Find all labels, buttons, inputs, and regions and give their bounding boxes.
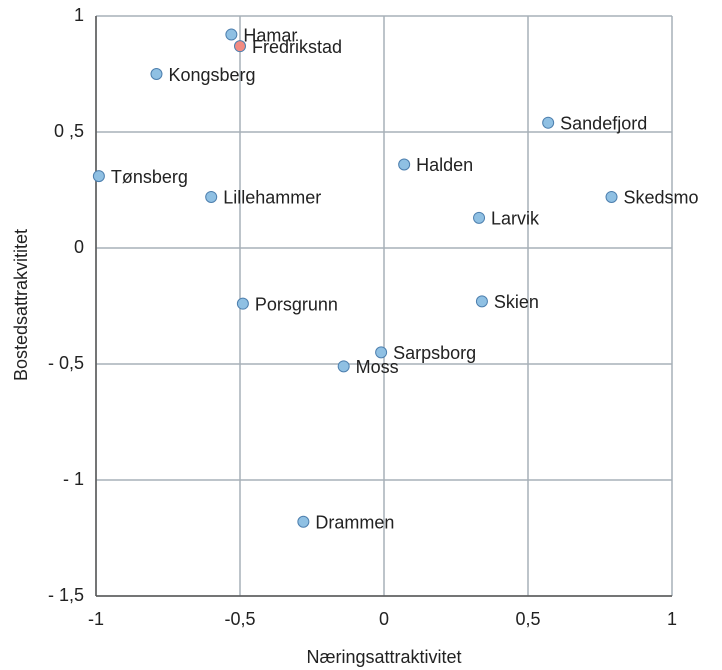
y-tick-label: 1 — [74, 5, 84, 25]
point-label: Sandefjord — [560, 113, 647, 133]
point-label: Halden — [416, 155, 473, 175]
y-tick-label: 0 — [74, 237, 84, 257]
y-tick-label: - 1 — [63, 469, 84, 489]
point-label: Lillehammer — [223, 188, 321, 208]
y-tick-label: - 1,5 — [48, 585, 84, 605]
x-tick-label: 0 — [379, 609, 389, 629]
point — [92, 170, 105, 183]
point-label: Skien — [494, 292, 539, 312]
point — [236, 297, 249, 310]
point — [337, 360, 350, 373]
point-label: Drammen — [315, 513, 394, 533]
x-tick-label: -0,5 — [224, 609, 255, 629]
x-tick-label: 1 — [667, 609, 677, 629]
x-tick-label: 0,5 — [515, 609, 540, 629]
point — [375, 346, 388, 359]
point — [150, 68, 163, 80]
point — [398, 158, 411, 171]
point — [225, 28, 238, 41]
y-axis-title: Bostedsattrakvititet — [11, 229, 31, 381]
point-label: Porsgrunn — [255, 294, 338, 314]
point-label: Larvik — [491, 209, 540, 229]
point-label: Kongsberg — [168, 65, 255, 85]
y-tick-label: - 0,5 — [48, 353, 84, 373]
point-label: Hamar — [243, 25, 297, 45]
point — [205, 190, 218, 203]
point — [542, 116, 555, 129]
point — [475, 295, 488, 308]
point — [297, 515, 310, 528]
x-axis-title: Næringsattraktivitet — [306, 647, 461, 667]
point — [234, 40, 246, 53]
point-label: Skedsmo — [624, 188, 699, 208]
point-label: Moss — [356, 357, 399, 377]
point-label: Sarpsborg — [393, 343, 476, 363]
y-tick-label: 0 ,5 — [54, 121, 84, 141]
point-label: Fredrikstad — [252, 37, 342, 57]
point — [473, 211, 486, 224]
x-tick-label: -1 — [88, 609, 104, 629]
point — [605, 190, 618, 203]
point-label: Tønsberg — [111, 167, 188, 187]
